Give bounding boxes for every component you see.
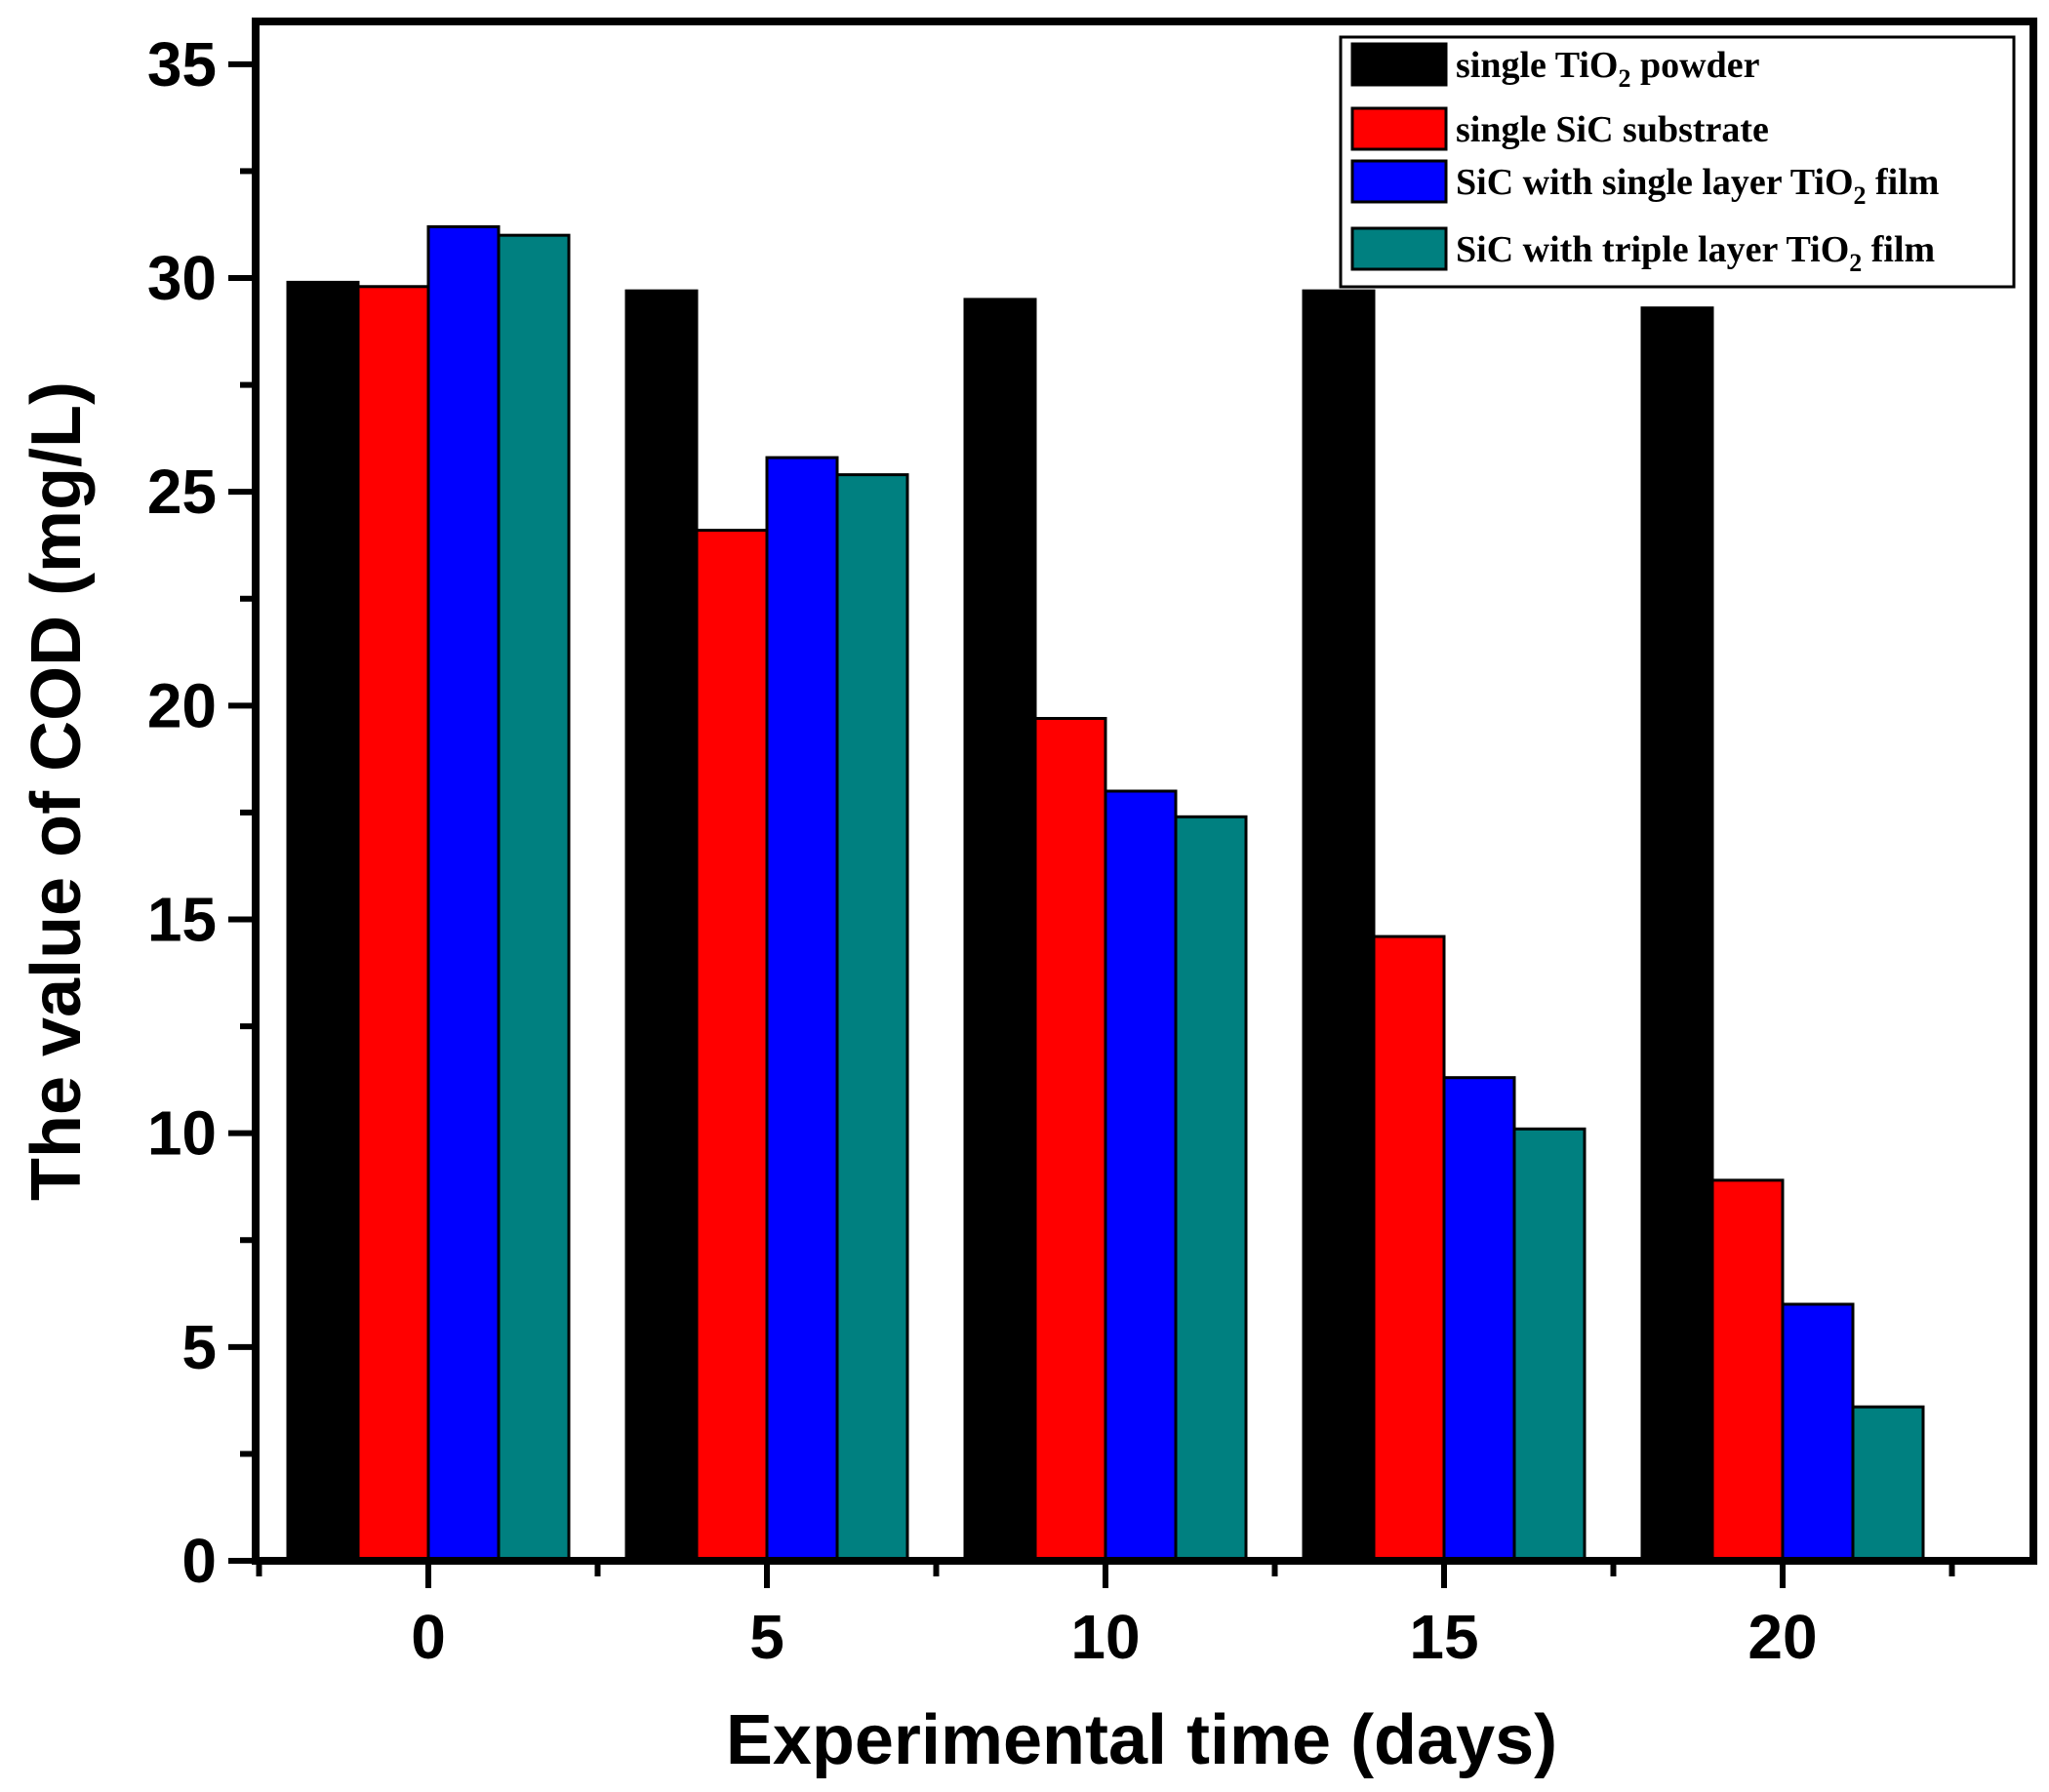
bars-layer: [286, 224, 1925, 1563]
bar-4-10: [1174, 815, 1248, 1563]
legend-label-4: SiC with triple layer TiO2 film: [1456, 229, 1935, 277]
y-tick-label: 25: [147, 457, 217, 527]
bar-3-10: [1104, 789, 1178, 1563]
bar-2-20: [1710, 1178, 1785, 1563]
legend-label-2: single SiC substrate: [1456, 109, 1769, 150]
bar-2-10: [1033, 716, 1107, 1563]
legend-swatch-4: [1350, 226, 1448, 271]
bar-1-10: [963, 298, 1037, 1563]
y-tick-label: 35: [147, 29, 217, 100]
legend-label-3: SiC with single layer TiO2 film: [1456, 162, 1939, 210]
bar-4-20: [1851, 1405, 1925, 1563]
y-tick-label: 10: [147, 1098, 217, 1169]
bar-4-5: [835, 473, 909, 1563]
x-axis-title: Experimental time (days): [726, 1701, 1557, 1779]
bar-1-5: [624, 289, 699, 1563]
x-tick-label: 5: [749, 1602, 784, 1672]
bar-1-20: [1640, 306, 1714, 1563]
legend-swatch-1: [1350, 42, 1448, 87]
y-tick-label: 5: [181, 1312, 217, 1382]
bar-3-20: [1781, 1302, 1855, 1563]
y-tick-label: 30: [147, 243, 217, 313]
ticks-layer: 0 5 10 15 20 25 30 35 0 5 10 15 20: [147, 29, 1955, 1672]
bar-3-5: [765, 456, 839, 1563]
y-tick-label: 15: [147, 885, 217, 955]
legend-label-1: single TiO2 powder: [1456, 45, 1760, 93]
bar-3-15: [1442, 1076, 1516, 1563]
bar-1-0: [286, 280, 360, 1563]
plot-frame: [252, 18, 2037, 1565]
bar-3-0: [426, 224, 501, 1563]
legend-swatch-3: [1350, 159, 1448, 204]
legend-swatch-2: [1350, 106, 1448, 151]
x-tick-label: 0: [411, 1602, 446, 1672]
bar-2-5: [695, 529, 769, 1563]
bar-4-0: [497, 233, 571, 1563]
bar-4-15: [1512, 1127, 1587, 1563]
y-tick-label: 0: [181, 1526, 217, 1596]
x-tick-label: 20: [1748, 1602, 1817, 1672]
bar-2-15: [1372, 935, 1446, 1563]
bar-1-15: [1302, 289, 1376, 1563]
legend: single TiO2 powder single SiC substrate Si…: [1339, 35, 2016, 289]
x-tick-label: 10: [1070, 1602, 1140, 1672]
x-tick-label: 15: [1409, 1602, 1478, 1672]
legend-box: [1339, 35, 2016, 289]
y-tick-label: 20: [147, 670, 217, 740]
y-axis-title: The value of COD (mg/L): [18, 381, 96, 1201]
bar-2-0: [356, 285, 430, 1563]
